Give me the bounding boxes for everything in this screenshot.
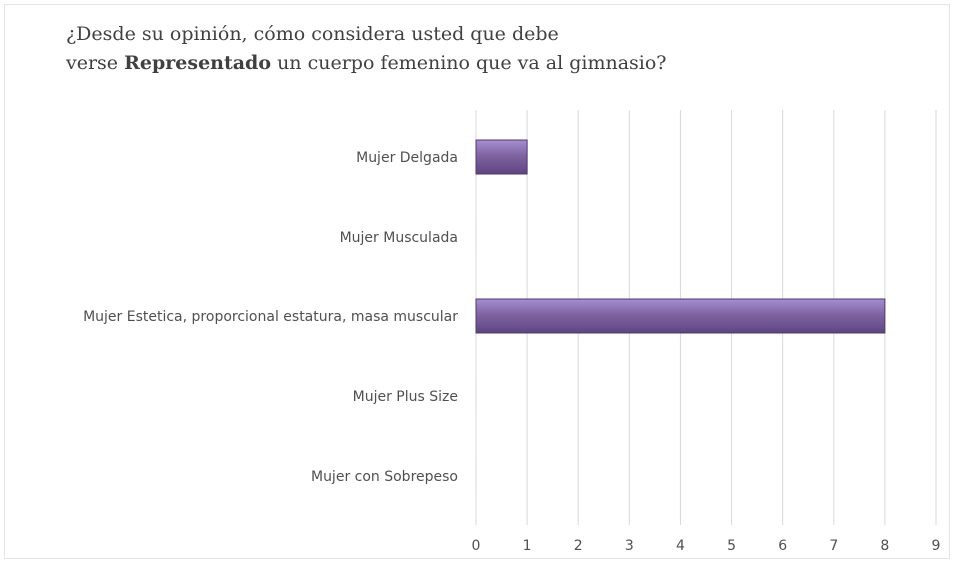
x-tick-label: 3	[625, 538, 634, 554]
bars	[475, 139, 886, 493]
category-label: Mujer Estetica, proporcional estatura, m…	[83, 309, 458, 325]
x-tick-label: 0	[472, 538, 481, 554]
chart-title-line-2-bold: Representado	[124, 52, 272, 74]
chart-title-line-2-prefix: verse	[66, 52, 125, 74]
chart-title-line-2-suffix: un cuerpo femenino que va al gimnasio?	[271, 52, 667, 74]
category-label: Mujer con Sobrepeso	[311, 469, 458, 485]
bar	[476, 379, 477, 413]
bar	[475, 139, 528, 175]
x-tick-label: 8	[880, 538, 889, 554]
x-axis-tick-labels: 0 1 2 3 4 5 6 7 8 9	[472, 538, 941, 554]
category-label: Mujer Musculada	[340, 230, 458, 246]
x-tick-label: 2	[574, 538, 583, 554]
bar	[476, 220, 477, 254]
bar	[475, 298, 886, 334]
x-tick-label: 5	[727, 538, 736, 554]
chart-title-line-2: verse Representado un cuerpo femenino qu…	[66, 49, 667, 78]
category-label: Mujer Delgada	[356, 150, 458, 166]
x-tick-label: 1	[523, 538, 532, 554]
x-tick-label: 7	[829, 538, 838, 554]
bar	[476, 459, 477, 493]
category-labels: Mujer Delgada Mujer Musculada Mujer Esteti…	[83, 150, 458, 485]
category-label: Mujer Plus Size	[353, 389, 458, 405]
chart-title: ¿Desde su opinión, cómo considera usted …	[66, 20, 667, 78]
x-tick-label: 9	[932, 538, 941, 554]
x-tick-label: 4	[676, 538, 685, 554]
chart-title-line-1: ¿Desde su opinión, cómo considera usted …	[66, 23, 559, 45]
x-tick-label: 6	[778, 538, 787, 554]
